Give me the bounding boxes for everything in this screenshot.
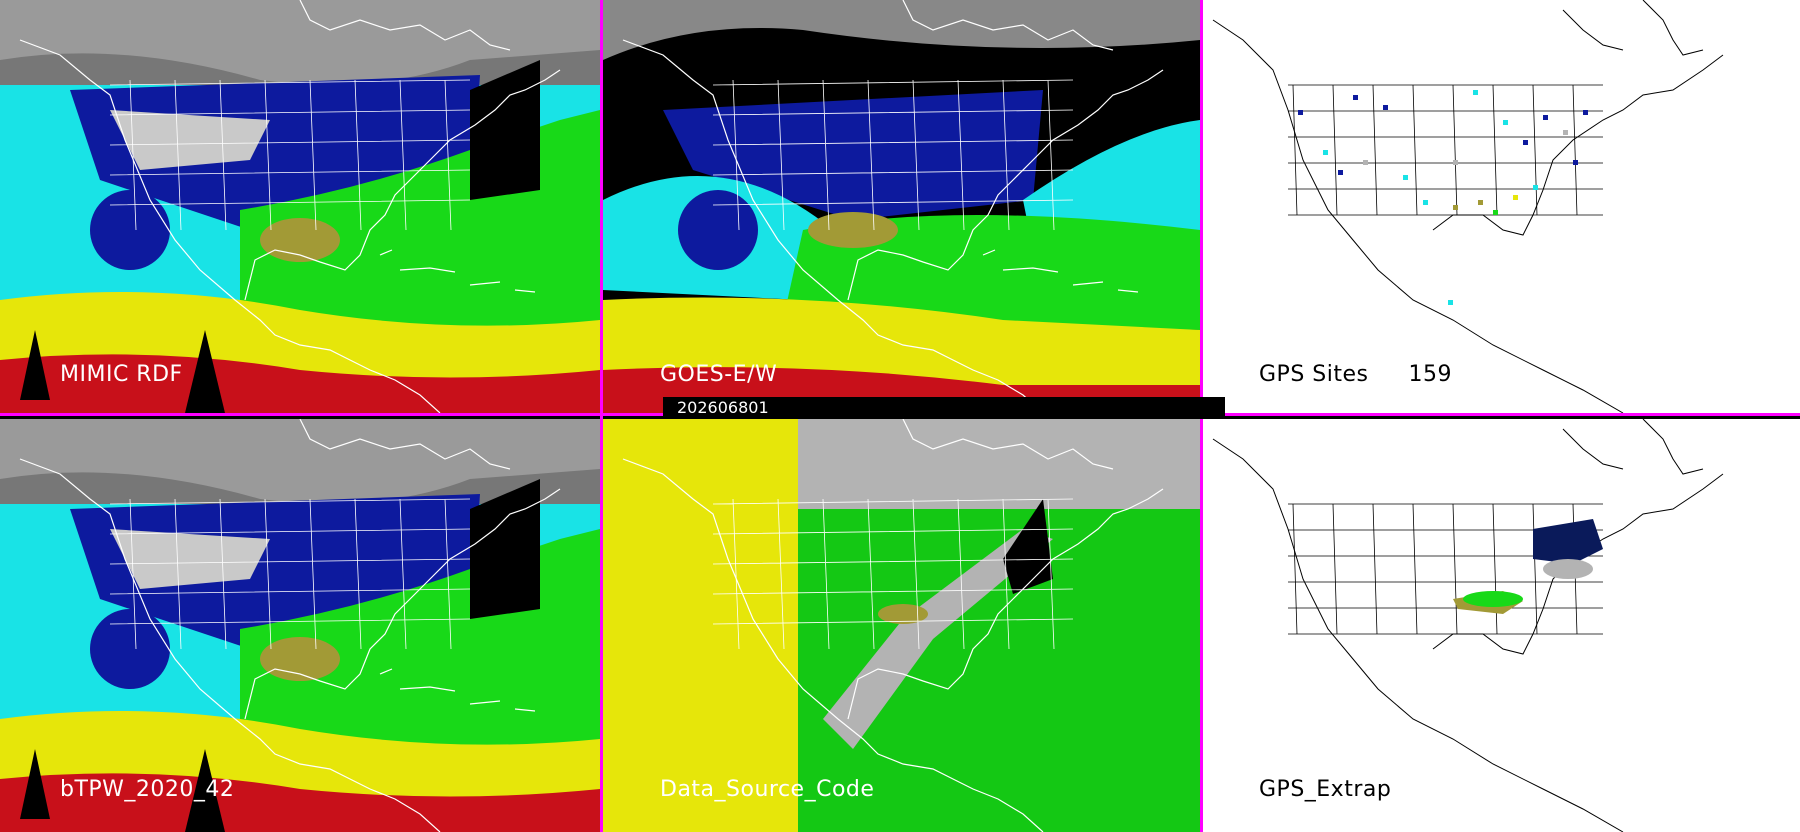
gps-sites-label: GPS Sites 159: [1259, 362, 1452, 387]
gps-site-marker: [1513, 195, 1518, 200]
gulf-olive: [808, 212, 898, 248]
gps-site-marker: [1523, 140, 1528, 145]
gps-site-marker: [1338, 170, 1343, 175]
vertical-divider-left: [600, 0, 603, 832]
tropical-red: [0, 354, 600, 413]
btpw-panel: bTPW_2020_42: [0, 419, 600, 832]
missing-data-wedge: [185, 330, 225, 413]
gps-extrap-label: GPS_Extrap: [1259, 777, 1392, 802]
cloud-gray-band: [0, 0, 600, 85]
data-source-panel: Data_Source_Code: [603, 419, 1200, 832]
state-borders: [1288, 84, 1603, 216]
coastline: [19, 0, 561, 413]
extrap-gray-region: [1543, 559, 1593, 579]
mimic-rdf-map: [0, 0, 600, 413]
gps-site-marker: [1363, 160, 1368, 165]
west-source-yellow: [603, 419, 798, 832]
gulf-olive: [878, 604, 928, 624]
cloud-gray-band: [0, 419, 600, 504]
missing-data-wedge: [20, 330, 50, 400]
missing-data-wedge: [1003, 499, 1053, 594]
background: [1203, 419, 1800, 832]
goes-label: GOES-E/W: [660, 362, 778, 387]
timestamp-bar: 202606801: [663, 397, 1225, 419]
gps-site-marker: [1453, 160, 1458, 165]
moist-green-region: [783, 215, 1200, 330]
gray-swath: [823, 529, 1053, 749]
goes-panel: GOES-E/W: [603, 0, 1200, 413]
btpw-label: bTPW_2020_42: [60, 777, 235, 802]
rockies-gray: [110, 110, 270, 170]
state-borders: [712, 498, 1074, 650]
gps-extrap-map: [1203, 419, 1800, 832]
gps-sites-count: 159: [1408, 362, 1452, 387]
gps-site-marker: [1478, 200, 1483, 205]
gps-site-marker: [1533, 185, 1538, 190]
rockies-gray: [110, 529, 270, 589]
gps-site-marker: [1473, 90, 1478, 95]
coastline: [1212, 0, 1724, 413]
pacific-cyclone: [678, 190, 758, 270]
background: [1203, 0, 1800, 413]
gps-site-marker: [1453, 205, 1458, 210]
coastline: [622, 419, 1164, 832]
state-borders: [109, 498, 471, 650]
pacific-cyclone: [90, 609, 170, 689]
data-source-map: [603, 419, 1200, 832]
gps-sites-map: [1203, 0, 1800, 413]
gps-site-marker: [1573, 160, 1578, 165]
gps-sites-title: GPS Sites: [1259, 362, 1369, 387]
gps-site-marker: [1503, 120, 1508, 125]
coastline: [19, 419, 561, 832]
gps-site-marker: [1448, 300, 1453, 305]
mimic-rdf-panel: MIMIC RDF: [0, 0, 600, 413]
gps-sites-panel: GPS Sites 159: [1203, 0, 1800, 413]
gps-site-marker: [1353, 95, 1358, 100]
missing-data-wedge: [20, 749, 50, 819]
gps-site-marker: [1403, 175, 1408, 180]
missing-data-wedge: [470, 60, 540, 200]
coastline: [1212, 419, 1724, 832]
missing-data-wedge: [185, 749, 225, 832]
state-borders: [109, 79, 471, 231]
gps-site-marker: [1543, 115, 1548, 120]
atlantic-cyan: [1023, 120, 1200, 250]
extrap-dark-blue-region: [1533, 519, 1603, 564]
mimic-rdf-label: MIMIC RDF: [60, 362, 183, 387]
gps-site-marker: [1423, 200, 1428, 205]
gps-site-marker: [1383, 105, 1388, 110]
data-source-label: Data_Source_Code: [660, 777, 875, 802]
extrap-green-region: [1463, 591, 1523, 607]
missing-data-wedge: [470, 479, 540, 619]
gps-site-marker: [1583, 110, 1588, 115]
goes-map: [603, 0, 1200, 413]
tropical-red: [0, 773, 600, 832]
btpw-map: [0, 419, 600, 832]
gps-site-marker: [1493, 210, 1498, 215]
gps-site-marker: [1298, 110, 1303, 115]
coastline: [622, 0, 1164, 413]
gps-extrap-panel: GPS_Extrap: [1203, 419, 1800, 832]
pacific-cyclone: [90, 190, 170, 270]
cloud-gray-band: [603, 0, 1200, 60]
state-borders: [712, 79, 1074, 231]
gps-site-marker: [1563, 130, 1568, 135]
gps-site-marker: [1323, 150, 1328, 155]
